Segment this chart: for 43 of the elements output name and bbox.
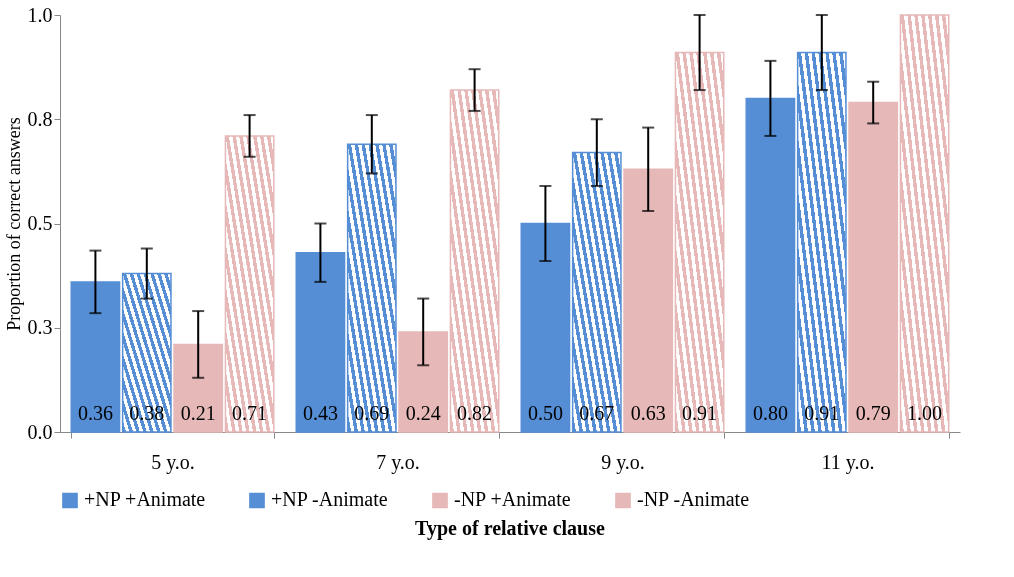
bar [173,343,224,433]
y-axis-title: Proportion of correct answers [3,117,24,331]
data-label: 0.21 [180,402,216,424]
data-label: 0.71 [232,402,268,424]
y-tick-label: 1.0 [27,3,53,26]
data-label: 0.36 [77,402,113,424]
x-tick-label: 7 y.o. [376,450,420,474]
y-tick-label: 0.3 [27,316,53,339]
legend-label: -NP +Animate [454,488,571,511]
bar [121,272,172,433]
legend-label: +NP -Animate [271,488,388,511]
data-label: 1.00 [907,402,943,424]
x-tick-label: 9 y.o. [601,450,645,474]
data-label: 0.79 [855,402,891,424]
data-label: 0.24 [405,402,441,424]
bar [224,135,275,433]
bar [295,251,346,433]
x-tick-label: 5 y.o. [151,450,195,474]
data-label: 0.91 [682,402,718,424]
data-label: 0.50 [527,402,563,424]
bar [745,97,796,433]
bar [346,143,397,433]
bar [520,222,571,433]
bar [899,14,950,433]
data-label: 0.43 [302,402,338,424]
legend-label: -NP -Animate [637,488,750,511]
y-tick-label: 0.5 [27,212,53,234]
data-label: 0.80 [752,402,788,424]
bar [571,151,622,433]
bar [70,281,121,433]
bar [674,51,725,433]
data-label: 0.63 [630,402,666,424]
bar [623,168,674,433]
bar [398,331,449,433]
x-tick-label: 11 y.o. [821,450,875,474]
data-label: 0.82 [457,402,493,424]
y-tick-label: 0.0 [27,420,53,443]
x-axis-title: Type of relative clause [415,517,606,540]
bar [449,89,500,433]
legend-label: +NP +Animate [84,488,206,511]
y-tick-label: 0.8 [27,107,53,130]
bar [848,101,899,433]
bar [796,51,847,433]
